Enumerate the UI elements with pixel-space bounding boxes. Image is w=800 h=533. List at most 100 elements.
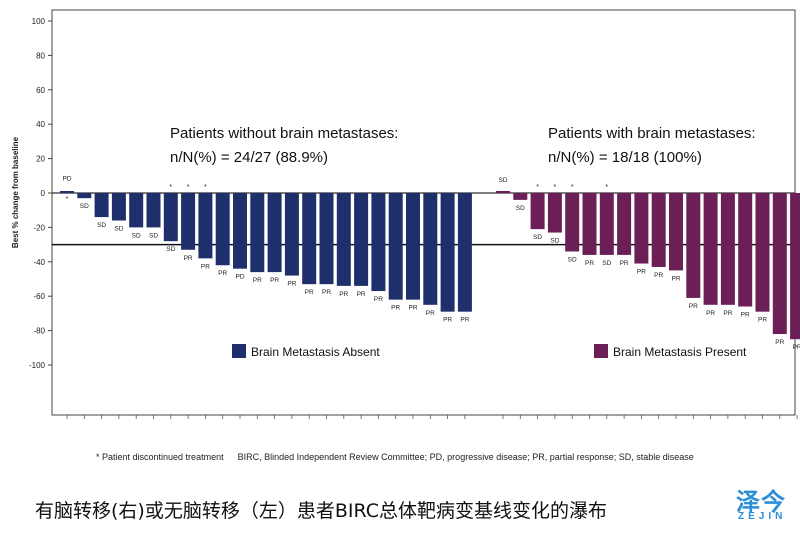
logo-chinese-text: 泽今 [736,488,786,516]
discontinued-marker: * [536,184,539,191]
bar-response-label: PR [374,296,383,303]
group-annotation-title: Patients with brain metastases: [548,125,756,142]
legend-swatch [594,344,608,358]
legend-swatch [232,344,246,358]
bar-response-label: PR [443,317,452,324]
bar-response-label: PR [723,310,732,317]
bar-response-label: PR [585,260,594,267]
bar-response-label: SD [80,203,89,210]
bar-response-label: SD [149,232,158,239]
bar-response-label: SD [602,260,611,267]
bar [146,193,161,228]
bar [181,193,196,250]
bar-response-label: SD [97,222,106,229]
footnote-abbreviations: BIRC, Blinded Independent Review Committ… [237,452,694,462]
footnote: * Patient discontinued treatment BIRC, Bl… [96,452,694,462]
bar [440,193,455,312]
y-tick-label: -20 [33,223,45,232]
bar [530,193,545,230]
bar [669,193,683,271]
bar [302,193,317,285]
y-tick-label: 20 [36,155,45,164]
bar-response-label: PR [305,289,314,296]
zejin-logo: 泽今 ZEJIN [736,482,796,526]
bar-response-label: PR [253,277,262,284]
bar-response-label: PD [235,274,244,281]
bar-response-label: PR [426,310,435,317]
bar [198,193,213,259]
bar [457,193,472,312]
bar-response-label: PD [62,175,71,182]
bar-response-label: SD [550,238,559,245]
discontinued-marker: * [187,184,190,191]
bar [703,193,718,305]
bar-response-label: SD [498,177,507,184]
bar [336,193,351,286]
figure-caption: 有脑转移(右)或无脑转移（左）患者BIRC总体靶病变基线变化的瀑布 [35,500,607,522]
bar-response-label: PR [741,312,750,319]
bar-response-label: SD [533,234,542,241]
bar [267,193,282,273]
bar [790,193,800,340]
bar-response-label: PR [689,303,698,310]
bar [634,193,649,264]
bar-response-label: PR [218,270,227,277]
bar-response-label: SD [516,205,525,212]
y-tick-label: -100 [29,361,46,370]
bar-response-label: PR [620,260,629,267]
bar-response-label: PR [654,272,663,279]
bar [423,193,438,305]
bar [319,193,334,285]
bar [547,193,562,233]
bar [496,191,510,193]
y-tick-label: 100 [32,17,46,26]
bar [617,193,632,255]
discontinued-marker: * [605,184,608,191]
bar [720,193,735,305]
bar [60,191,74,193]
bar [651,193,666,267]
bar [388,193,403,300]
bar [755,193,770,312]
bar-response-label: PR [775,339,784,346]
bar [111,193,126,221]
y-axis-title: Best % change from baseline [11,136,20,248]
bar [129,193,144,228]
group-annotation-ratio: n/N(%) = 24/27 (88.9%) [170,149,328,166]
group-annotation-ratio: n/N(%) = 18/18 (100%) [548,149,702,166]
bar-response-label: PR [184,255,193,262]
group-annotation-title: Patients without brain metastases: [170,125,398,142]
discontinued-marker: * [554,184,557,191]
bar-response-label: SD [166,246,175,253]
legend-label: Brain Metastasis Present [613,345,747,359]
bar-response-label: PR [637,269,646,276]
bar [163,193,178,242]
waterfall-chart: 100 80 60 40 20 0 -20 -40 -60 -80 -100 Best % chang… [11,9,800,419]
discontinued-marker: * [571,184,574,191]
bar-response-label: PR [758,317,767,324]
logo-english-text: ZEJIN [738,511,787,522]
y-tick-label: 60 [36,86,45,95]
bar [406,193,420,300]
bar [686,193,701,298]
bar [233,193,247,269]
y-tick-label: 40 [36,120,45,129]
bar [738,193,753,307]
bar [284,193,299,276]
bar-response-label: PR [408,305,417,312]
bar-response-label: PR [201,263,210,270]
bar [599,193,614,255]
bar [215,193,230,266]
y-tick-label: -60 [33,292,45,301]
discontinued-marker: * [204,184,207,191]
bar-response-label: SD [568,256,577,263]
bar [565,193,580,252]
y-tick-label: -40 [33,258,45,267]
footnote-discontinued: * Patient discontinued treatment [96,452,224,462]
bar [94,193,109,218]
bar-response-label: SD [114,226,123,233]
bar [354,193,369,286]
y-tick-label: -80 [33,327,45,336]
bar [772,193,787,335]
bar-response-label: PR [391,305,400,312]
